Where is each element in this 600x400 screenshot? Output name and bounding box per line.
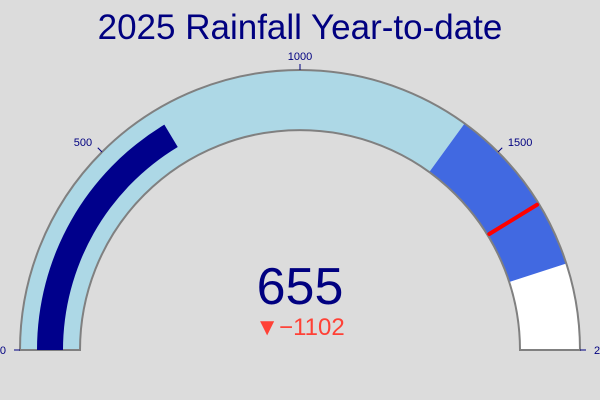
gauge-tick-label-0: 0 bbox=[0, 345, 6, 357]
gauge-tick-label-1000: 1000 bbox=[288, 51, 312, 63]
gauge-tick-label-2000: 2000 bbox=[594, 345, 600, 357]
gauge-delta: ▼−1102 bbox=[255, 314, 345, 341]
gauge-tick-1500 bbox=[497, 147, 503, 153]
gauge-tick-label-1500: 1500 bbox=[508, 137, 532, 149]
gauge-value: 655 bbox=[256, 258, 344, 316]
gauge-threshold bbox=[487, 202, 540, 237]
gauge-tick-500 bbox=[97, 147, 103, 153]
gauge-step-1 bbox=[429, 123, 567, 283]
chart-title: 2025 Rainfall Year-to-date bbox=[97, 8, 503, 47]
gauge-tick-label-500: 500 bbox=[74, 137, 92, 149]
gauge-step-0 bbox=[20, 70, 465, 351]
gauge-border bbox=[18, 69, 582, 351]
gauge-value-bar bbox=[37, 124, 178, 351]
